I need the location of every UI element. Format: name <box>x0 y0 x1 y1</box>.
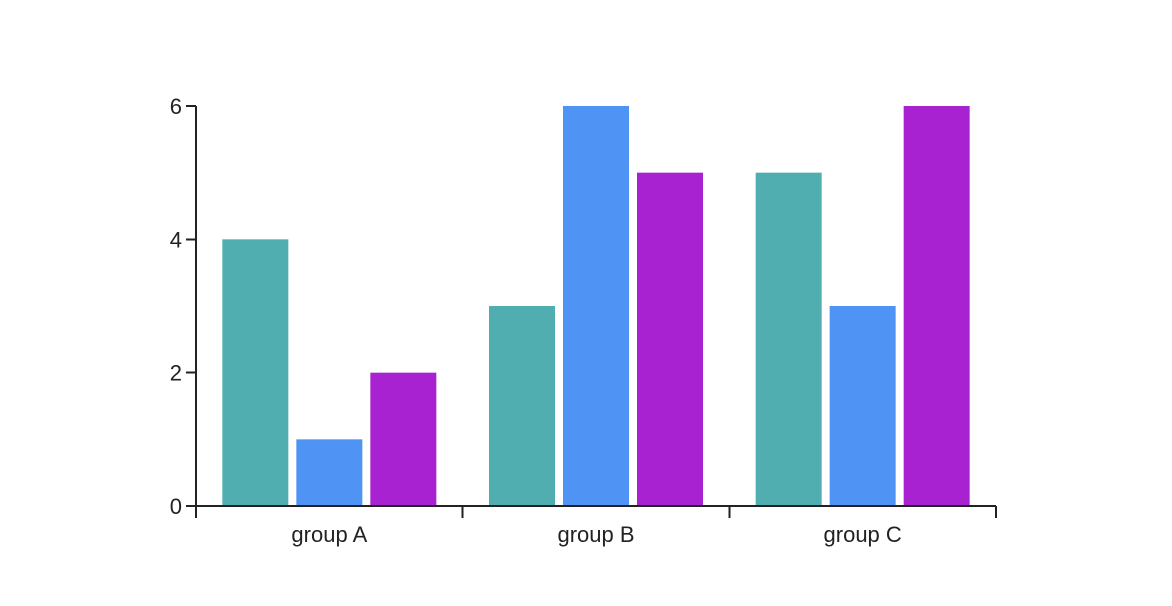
bar-group-b-series-3 <box>637 172 703 506</box>
bar-group-a-series-2 <box>296 439 363 506</box>
x-ticks: group A group B group C <box>195 506 997 547</box>
x-category-label: group A <box>291 522 367 547</box>
bar-group-b-series-1 <box>489 306 555 506</box>
bar-group-c-series-1 <box>755 172 822 506</box>
bar-group-c-series-2 <box>829 306 896 506</box>
axes-layer <box>195 106 996 507</box>
y-tick-label: 2 <box>170 361 182 386</box>
bar-group-c-series-3 <box>903 106 970 506</box>
bar-group-a-series-3 <box>370 372 437 506</box>
x-category-label: group B <box>557 522 634 547</box>
y-ticks: 0 2 4 6 <box>170 94 196 519</box>
y-tick-label: 0 <box>170 494 182 519</box>
bar-group-a-series-1 <box>222 239 289 507</box>
y-tick-label: 4 <box>170 227 182 252</box>
y-tick-label: 6 <box>170 94 182 119</box>
bar-group-b-series-2 <box>563 106 629 506</box>
bars-layer <box>222 106 970 507</box>
x-category-label: group C <box>824 522 902 547</box>
